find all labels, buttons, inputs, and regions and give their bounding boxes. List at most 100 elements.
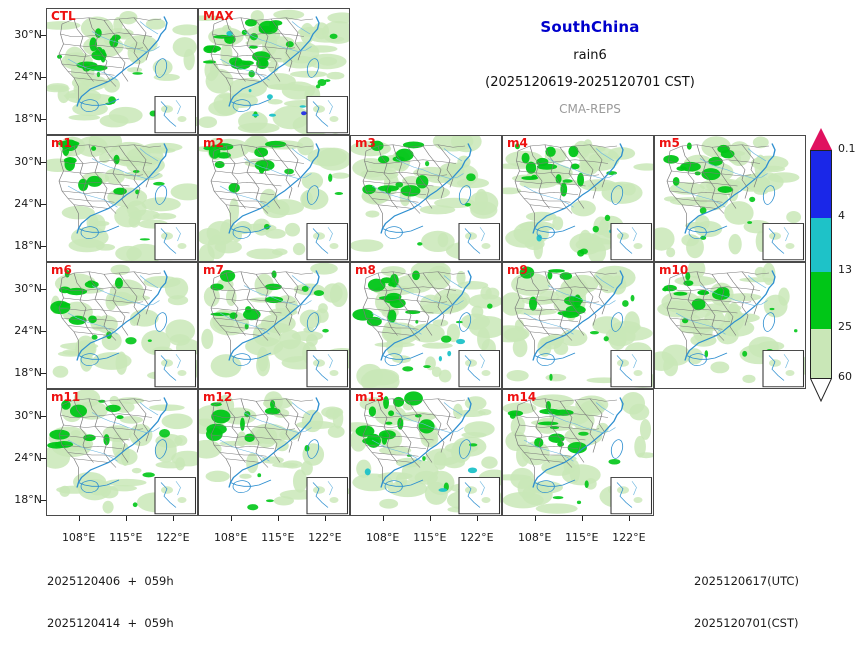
- map-panel-m9: m9: [502, 262, 654, 389]
- map-canvas: [47, 390, 197, 515]
- x-axis-tick: [581, 516, 583, 521]
- map-panel-ctl: CTL: [46, 8, 198, 135]
- colorbar-over-arrow: [810, 128, 832, 150]
- colorbar: 0.1 4 13 25 60: [810, 128, 856, 402]
- map-canvas: [655, 136, 805, 261]
- map-panel-m4: m4: [502, 135, 654, 262]
- colorbar-under-arrow: [810, 378, 832, 402]
- map-panel-m11: m11: [46, 389, 198, 516]
- x-axis-tick: [125, 516, 127, 521]
- map-panel-m8: m8: [350, 262, 502, 389]
- map-panel-max: MAX: [198, 8, 350, 135]
- map-canvas: [199, 263, 349, 388]
- map-panel-m12: m12: [198, 389, 350, 516]
- colorbar-segment: [811, 151, 831, 220]
- colorbar-body: [810, 150, 832, 379]
- map-canvas: [199, 390, 349, 515]
- y-axis-tick: [41, 458, 46, 460]
- map-canvas: [351, 390, 501, 515]
- y-axis-tick-label: 30°N: [14, 155, 42, 169]
- y-axis-tick: [41, 119, 46, 121]
- map-panel-m13: m13: [350, 389, 502, 516]
- panel-label: m13: [355, 390, 385, 404]
- y-axis-tick-label: 30°N: [14, 282, 42, 296]
- x-axis-tick: [324, 516, 326, 521]
- map-panel-m2: m2: [198, 135, 350, 262]
- x-axis-tick: [277, 516, 279, 521]
- y-axis-tick-label: 24°N: [14, 197, 42, 211]
- x-axis-tick: [172, 516, 174, 521]
- y-axis-tick: [41, 331, 46, 333]
- footer-init-line-2: 2025120414 + 059h: [47, 616, 174, 630]
- y-axis-tick-label: 18°N: [14, 493, 42, 507]
- colorbar-tick-label: 0.1: [838, 142, 856, 155]
- colorbar-tick-label: 25: [838, 320, 852, 333]
- panel-label: m1: [51, 136, 72, 150]
- map-panel-m10: m10: [654, 262, 806, 389]
- title-block: SouthChina rain6 (2025120619-2025120701 …: [440, 18, 740, 116]
- footer-valid-utc: 2025120617(UTC): [694, 574, 799, 588]
- y-axis-tick: [41, 204, 46, 206]
- footer-init-line-1: 2025120406 + 059h: [47, 574, 174, 588]
- colorbar-tick-label: 13: [838, 263, 852, 276]
- x-axis-tick-label: 122°E: [308, 531, 342, 544]
- x-axis-tick: [230, 516, 232, 521]
- x-axis-tick: [429, 516, 431, 521]
- y-axis-tick: [41, 35, 46, 37]
- x-axis-tick-label: 122°E: [460, 531, 494, 544]
- x-axis-tick-label: 108°E: [517, 531, 552, 544]
- y-axis-tick-label: 24°N: [14, 324, 42, 338]
- colorbar-segment: [811, 271, 831, 330]
- x-axis-tick-label: 115°E: [413, 531, 447, 544]
- x-axis-tick-label: 115°E: [109, 531, 143, 544]
- map-canvas: [47, 136, 197, 261]
- map-canvas: [503, 390, 653, 515]
- figure-title-variable: rain6: [573, 48, 607, 63]
- panel-label: m11: [51, 390, 81, 404]
- y-axis-tick-label: 24°N: [14, 70, 42, 84]
- map-canvas: [351, 263, 501, 388]
- y-axis-tick: [41, 162, 46, 164]
- footer-init-times: 2025120406 + 059h 2025120414 + 059h: [47, 546, 174, 658]
- map-canvas: [199, 136, 349, 261]
- y-axis-tick: [41, 500, 46, 502]
- map-canvas: [47, 9, 197, 134]
- y-axis-tick-label: 30°N: [14, 409, 42, 423]
- x-axis-tick: [534, 516, 536, 521]
- map-panel-m3: m3: [350, 135, 502, 262]
- map-panel-m5: m5: [654, 135, 806, 262]
- y-axis-tick-label: 30°N: [14, 28, 42, 42]
- colorbar-tick-label: 4: [838, 209, 845, 222]
- panel-label: m12: [203, 390, 233, 404]
- map-canvas: [503, 263, 653, 388]
- x-axis-tick-label: 115°E: [565, 531, 599, 544]
- y-axis-tick: [41, 289, 46, 291]
- figure-title-region: SouthChina: [540, 18, 640, 36]
- colorbar-tick-label: 60: [838, 370, 852, 383]
- y-axis-tick: [41, 246, 46, 248]
- map-panel-m1: m1: [46, 135, 198, 262]
- map-canvas: [655, 263, 805, 388]
- x-axis-tick-label: 122°E: [156, 531, 190, 544]
- colorbar-segment: [811, 328, 831, 379]
- x-axis-tick: [78, 516, 80, 521]
- footer-valid-times: 2025120617(UTC) 2025120701(CST): [694, 546, 799, 658]
- panel-label: m14: [507, 390, 537, 404]
- map-canvas: [351, 136, 501, 261]
- x-axis-tick: [382, 516, 384, 521]
- panel-label: m4: [507, 136, 528, 150]
- y-axis-tick-label: 18°N: [14, 366, 42, 380]
- footer-valid-cst: 2025120701(CST): [694, 616, 799, 630]
- x-axis-tick-label: 108°E: [365, 531, 400, 544]
- y-axis-tick: [41, 416, 46, 418]
- x-axis-tick: [628, 516, 630, 521]
- panel-label: m7: [203, 263, 224, 277]
- panel-label: CTL: [51, 9, 76, 23]
- x-axis-tick-label: 108°E: [213, 531, 248, 544]
- x-axis-tick-label: 108°E: [61, 531, 96, 544]
- figure-root: SouthChina rain6 (2025120619-2025120701 …: [14, 8, 856, 630]
- map-canvas: [199, 9, 349, 134]
- map-panel-m14: m14: [502, 389, 654, 516]
- x-axis-tick: [476, 516, 478, 521]
- map-canvas: [47, 263, 197, 388]
